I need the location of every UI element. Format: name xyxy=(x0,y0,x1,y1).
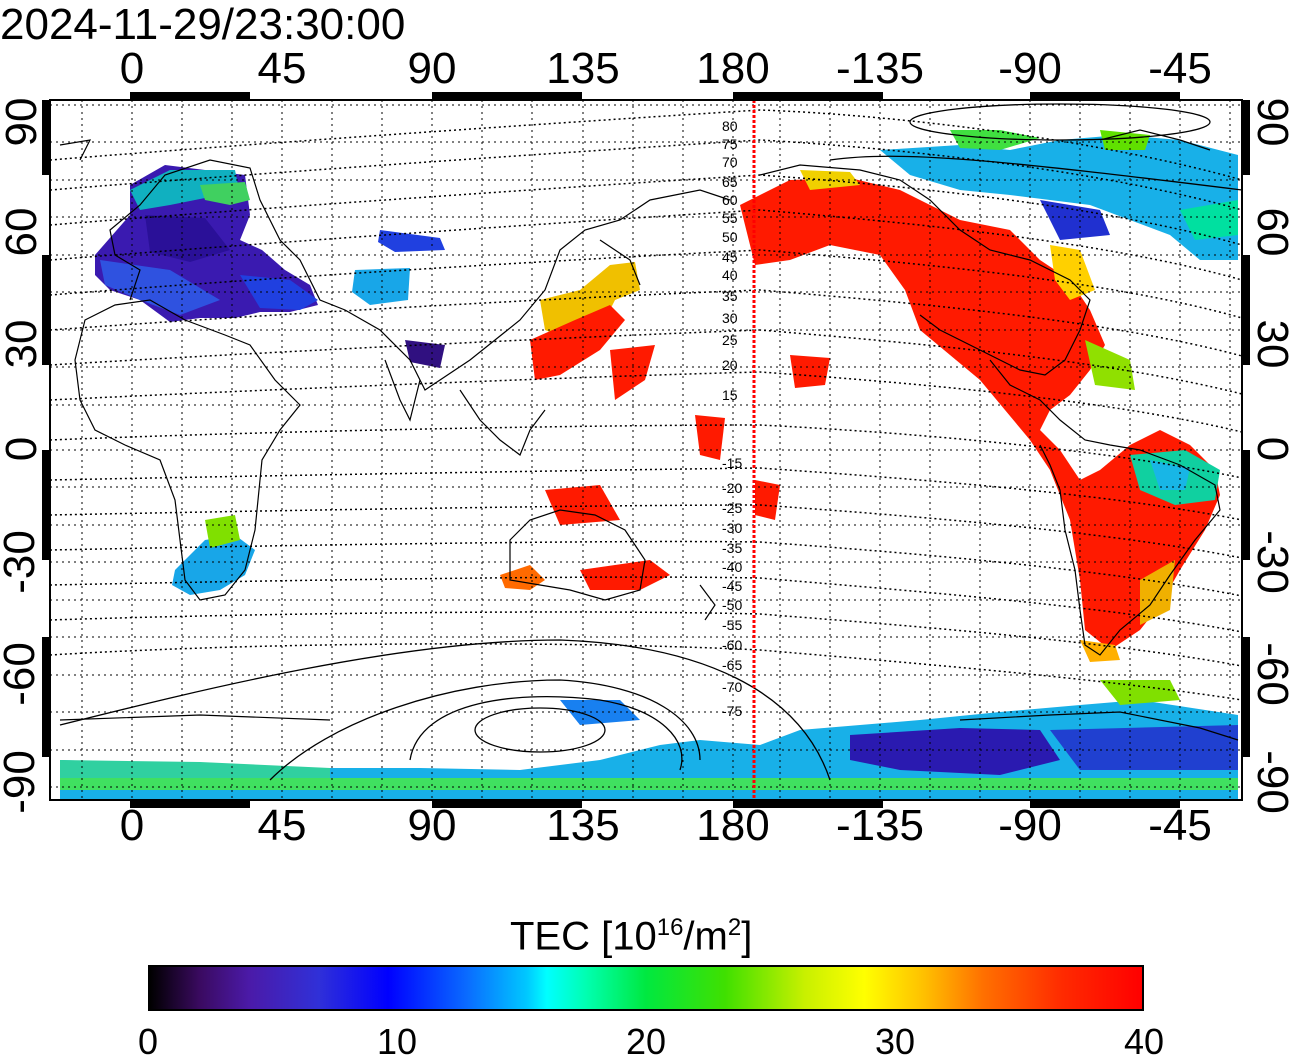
top-lon-tick: -135 xyxy=(835,44,925,93)
contour-label: 25 xyxy=(722,332,738,348)
top-lon-tick: 180 xyxy=(696,44,770,93)
map-plot-area: 80 75 70 65 60 55 50 45 40 35 30 25 20 1… xyxy=(50,100,1242,800)
bottom-lon-tick: 90 xyxy=(407,801,457,850)
top-lon-tick: 135 xyxy=(546,44,620,93)
colorbar-tick: 40 xyxy=(1123,1021,1165,1062)
bottom-lon-tick: 0 xyxy=(119,801,145,850)
top-lon-tick: -45 xyxy=(1148,44,1212,93)
contour-label: -40 xyxy=(722,559,742,575)
contour-label: 70 xyxy=(722,154,738,170)
contour-label: 20 xyxy=(722,357,738,373)
magnetic-contours xyxy=(50,109,1242,701)
contour-label: 75 xyxy=(722,136,738,152)
contour-label: -20 xyxy=(722,480,742,496)
bottom-lon-tick: -90 xyxy=(998,801,1062,850)
contour-label: 65 xyxy=(722,174,738,190)
top-lon-tick: -90 xyxy=(998,44,1062,93)
colorbar-tick: 10 xyxy=(376,1021,418,1062)
contour-label: -75 xyxy=(722,703,742,719)
tec-data-layer xyxy=(60,130,1238,800)
bottom-lon-tick: -135 xyxy=(835,801,925,850)
coastlines xyxy=(59,129,1239,741)
contour-label: 40 xyxy=(722,267,738,283)
magnetic-contours-solid xyxy=(59,103,1242,781)
contour-label: 45 xyxy=(722,249,738,265)
contour-label: 80 xyxy=(722,118,738,134)
contour-label: 55 xyxy=(722,210,738,226)
contour-label: -45 xyxy=(722,578,742,594)
colorbar-title: TEC [1016/m2] xyxy=(510,905,752,959)
colorbar-title-main: TEC [10 xyxy=(510,914,657,959)
contour-label: 60 xyxy=(722,192,738,208)
colorbar xyxy=(148,965,1144,1011)
bottom-lon-tick: 45 xyxy=(257,801,307,850)
contour-label: -15 xyxy=(722,455,742,471)
colorbar-title-unit: /m xyxy=(683,914,728,959)
top-lon-tick: 90 xyxy=(407,44,457,93)
contour-labels: 80 75 70 65 60 55 50 45 40 35 30 25 20 1… xyxy=(722,118,742,719)
tec-map: 80 75 70 65 60 55 50 45 40 35 30 25 20 1… xyxy=(42,92,1250,808)
colorbar-tick: 0 xyxy=(137,1021,159,1062)
contour-label: -65 xyxy=(722,657,742,673)
colorbar-tick: 20 xyxy=(625,1021,667,1062)
bottom-lon-tick: -45 xyxy=(1148,801,1212,850)
colorbar-title-close: ] xyxy=(741,914,753,959)
top-lon-tick: 0 xyxy=(119,44,145,93)
contour-label: -25 xyxy=(722,500,742,516)
contour-label: 50 xyxy=(722,229,738,245)
colorbar-title-exponent: 16 xyxy=(656,914,684,941)
contour-label: -70 xyxy=(722,679,742,695)
colorbar-tick: 30 xyxy=(874,1021,916,1062)
timestamp-label: 2024-11-29/23:30:00 xyxy=(0,0,406,49)
axis-bars xyxy=(42,92,1250,808)
contour-label: 35 xyxy=(722,288,738,304)
contour-label: -55 xyxy=(722,617,742,633)
contour-label: -35 xyxy=(722,540,742,556)
bottom-lon-tick: 135 xyxy=(546,801,620,850)
top-lon-tick: 45 xyxy=(257,44,307,93)
contour-label: 30 xyxy=(722,310,738,326)
contour-label: -50 xyxy=(722,597,742,613)
bottom-lon-tick: 180 xyxy=(696,801,770,850)
contour-label: -60 xyxy=(722,637,742,653)
colorbar-title-unit-exponent: 2 xyxy=(727,914,742,941)
graticule xyxy=(50,100,1242,800)
contour-label: 15 xyxy=(722,387,738,403)
contour-label: -30 xyxy=(722,520,742,536)
